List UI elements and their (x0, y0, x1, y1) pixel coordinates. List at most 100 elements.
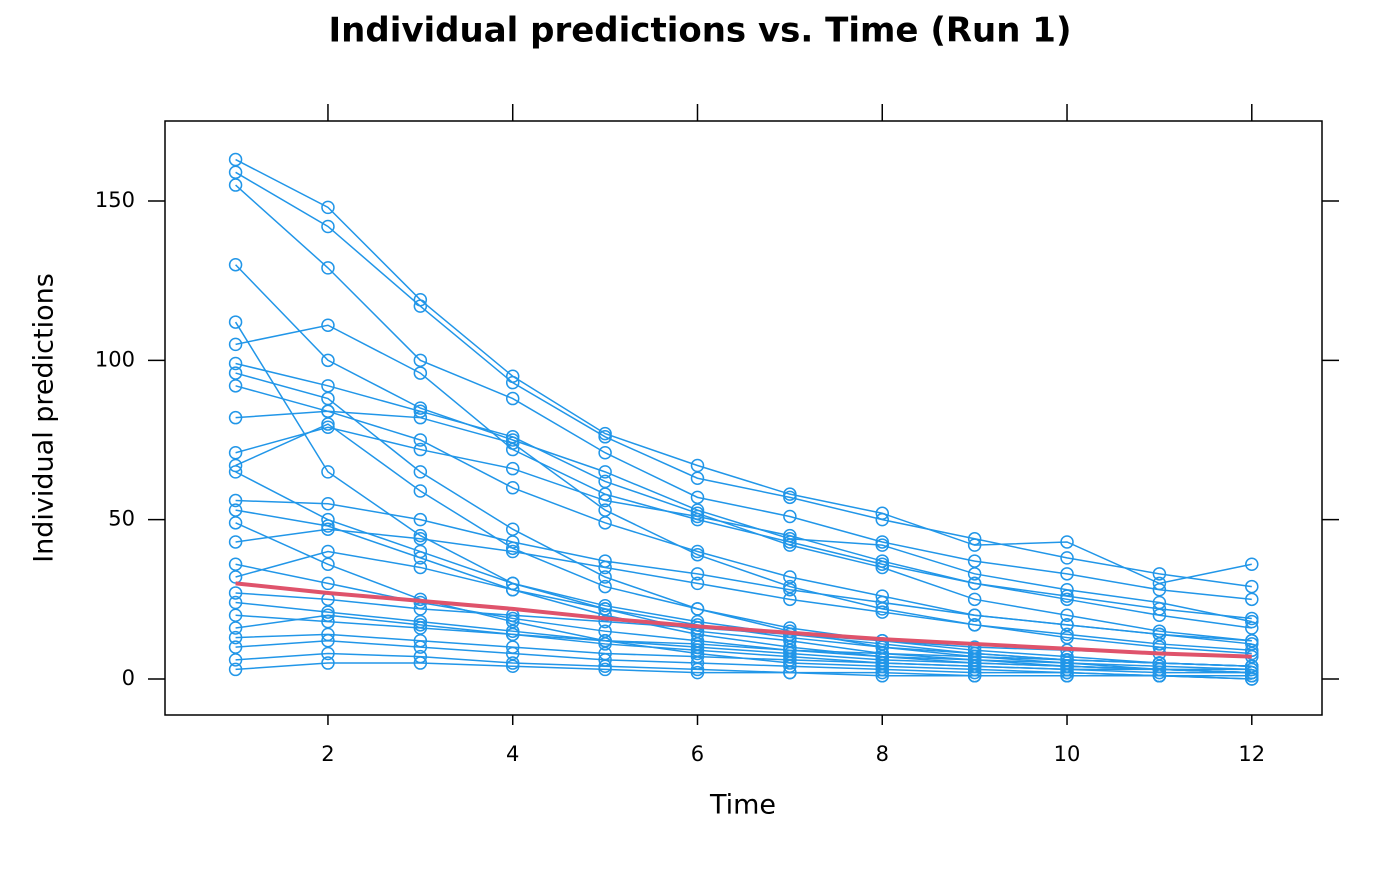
data-point (1060, 669, 1074, 683)
x-tick-label: 8 (876, 742, 889, 766)
series-line (235, 614, 1252, 667)
series-line (235, 639, 1252, 677)
series-line (235, 423, 1252, 667)
data-point (228, 630, 243, 645)
data-point (413, 551, 428, 565)
data-point (598, 662, 612, 677)
data-point (228, 458, 243, 473)
data-point (321, 465, 335, 479)
y-tick-label: 50 (108, 507, 135, 531)
data-point (413, 512, 428, 527)
data-point (413, 410, 428, 425)
x-tick-label: 2 (321, 742, 334, 766)
data-point (505, 583, 520, 597)
data-point (505, 535, 520, 549)
data-point (1060, 665, 1074, 680)
data-point (1060, 608, 1074, 623)
data-point (1060, 535, 1074, 549)
data-point (1245, 672, 1259, 686)
data-point (690, 471, 705, 485)
data-point (783, 528, 797, 543)
series-line (235, 171, 1252, 588)
data-point (967, 532, 982, 546)
data-point (598, 430, 612, 444)
data-point (690, 662, 705, 677)
data-point (505, 481, 520, 495)
data-point (783, 490, 797, 505)
data-point (598, 659, 612, 673)
data-point (598, 503, 612, 517)
data-point (1060, 567, 1074, 581)
data-point (228, 621, 243, 635)
data-point (321, 519, 335, 533)
data-point (321, 417, 335, 431)
data-point (413, 528, 428, 543)
data-point (690, 567, 705, 581)
x-tick-label: 12 (1238, 742, 1265, 766)
data-point (228, 257, 243, 272)
data-point (1245, 669, 1259, 683)
data-point (321, 219, 335, 234)
data-point (413, 484, 428, 498)
data-point (321, 646, 335, 661)
data-point (1152, 669, 1167, 683)
data-point (875, 535, 890, 549)
data-point (228, 570, 243, 584)
series-line (235, 158, 1252, 585)
data-point (783, 487, 797, 501)
data-point (505, 461, 520, 476)
data-point (967, 618, 982, 632)
data-point (783, 538, 797, 552)
trend-line (235, 581, 1252, 659)
data-point (413, 532, 428, 546)
data-point (783, 649, 797, 664)
data-point (1060, 618, 1074, 632)
data-point (875, 665, 890, 680)
data-point (967, 649, 982, 664)
data-point (413, 640, 428, 654)
chart-title: Individual predictions vs. Time (Run 1) (329, 11, 1072, 51)
series-line (235, 362, 1252, 642)
data-point (413, 401, 428, 415)
data-point (321, 544, 335, 559)
data-point (1245, 592, 1259, 607)
data-point (598, 445, 612, 460)
y-tick-label: 100 (95, 347, 135, 371)
data-point (228, 586, 243, 600)
y-axis-label: Individual predictions (29, 273, 60, 563)
data-point (413, 366, 428, 380)
data-point (598, 579, 612, 594)
data-point (228, 337, 243, 352)
data-point (321, 608, 335, 623)
data-point (598, 493, 612, 508)
series-line (235, 499, 1252, 642)
y-tick-label: 150 (95, 188, 135, 212)
data-point (598, 465, 612, 479)
data-point (783, 583, 797, 597)
data-point (967, 669, 982, 683)
data-point (321, 353, 335, 368)
data-point (690, 509, 705, 524)
data-point (321, 576, 335, 591)
data-point (598, 598, 612, 613)
data-point (690, 640, 705, 654)
x-tick-label: 4 (506, 742, 519, 766)
data-point (967, 640, 982, 654)
data-point (413, 299, 428, 313)
data-point (321, 318, 335, 333)
data-point (875, 554, 890, 568)
y-tick-label: 0 (122, 666, 135, 690)
data-point (875, 538, 890, 552)
data-point (598, 614, 612, 629)
data-point (1152, 567, 1167, 581)
data-point (875, 669, 890, 683)
data-point (413, 656, 428, 670)
series-line (235, 410, 1252, 655)
data-point (783, 592, 797, 607)
data-point (1060, 589, 1074, 603)
data-point (1245, 557, 1259, 572)
data-point (228, 516, 243, 530)
series-line (235, 324, 1252, 629)
data-point (967, 608, 982, 623)
